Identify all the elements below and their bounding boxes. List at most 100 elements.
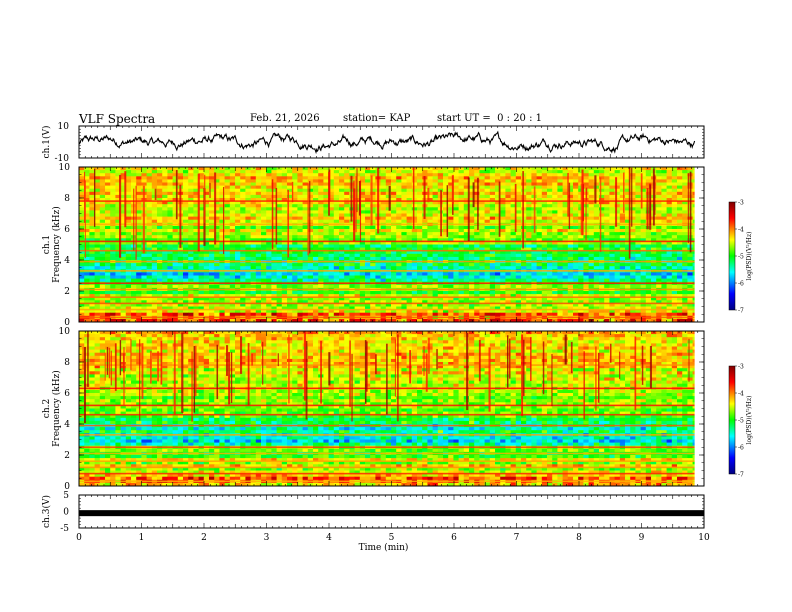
- spectrogram-cell: [495, 185, 501, 190]
- spectrogram-cell: [84, 191, 90, 196]
- spectrogram-cell: [505, 176, 511, 180]
- spectrogram-cell: [495, 232, 501, 236]
- spectrogram-cell: [235, 185, 241, 190]
- spectrogram-cell: [443, 191, 449, 196]
- spectrogram-cell: [510, 256, 517, 261]
- spectrogram-cell: [370, 284, 376, 289]
- spectrogram-cell: [84, 232, 90, 236]
- spectrogram-cell: [567, 182, 574, 186]
- spectrogram-cell: [203, 266, 210, 270]
- spectrogram-cell: [682, 198, 688, 202]
- spectrogram-cell: [89, 266, 95, 270]
- spectrogram-cell: [484, 263, 491, 267]
- spectrogram-cell: [240, 247, 246, 252]
- spectrogram-cell: [255, 225, 262, 230]
- spectrogram-cell: [536, 266, 543, 270]
- spectrogram-cell: [339, 232, 345, 236]
- spectrogram-cell: [671, 188, 678, 193]
- spectrogram-cell: [79, 238, 85, 242]
- spectrogram-cell: [339, 176, 345, 180]
- spectrogram-cell: [162, 247, 168, 252]
- spectrogram-cell: [552, 179, 558, 183]
- spectrogram-cell: [344, 191, 350, 196]
- spectrogram-cell: [89, 232, 95, 236]
- spectrogram-cell: [344, 179, 350, 183]
- spectrogram-cell: [162, 191, 168, 196]
- spectrogram-cell: [625, 250, 631, 255]
- spectrogram-cell: [89, 244, 95, 248]
- spectrogram-cell: [276, 182, 283, 186]
- spectrogram-cell: [193, 272, 199, 276]
- spectrogram-cell: [453, 225, 459, 230]
- spectrogram-cell: [287, 204, 293, 208]
- spectrogram-cell: [547, 213, 553, 217]
- spectrogram-cell: [505, 216, 511, 221]
- spectrogram-cell: [541, 256, 548, 261]
- spectrogram-cell: [157, 225, 163, 230]
- spectrogram-cell: [552, 219, 558, 224]
- spectrogram-cell: [567, 229, 574, 233]
- spectrogram-cell: [370, 173, 376, 177]
- spectrogram-cell: [313, 210, 319, 214]
- spectrogram-cell: [209, 188, 215, 193]
- spectrogram-cell: [661, 256, 667, 261]
- spectrogram-cell: [287, 188, 293, 193]
- spectrogram-cell: [391, 204, 397, 208]
- spectrogram-cell: [677, 188, 683, 193]
- spectrogram-cell: [365, 167, 371, 171]
- spectrogram-cell: [297, 250, 303, 255]
- spectrogram-cell: [365, 241, 371, 245]
- spectrogram-cell: [463, 182, 470, 186]
- spectrogram-cell: [94, 232, 101, 236]
- spectrogram-cell: [411, 272, 418, 276]
- spectrogram-cell: [240, 173, 246, 177]
- spectrogram-cell: [99, 238, 106, 242]
- spectrogram-cell: [651, 238, 657, 242]
- spectrogram-cell: [448, 250, 454, 255]
- spectrogram-cell: [292, 278, 298, 283]
- spectrogram-cell: [125, 256, 132, 261]
- spectrogram-cell: [276, 201, 283, 205]
- spectrogram-cell: [578, 278, 584, 283]
- spectrogram-cell: [188, 207, 194, 211]
- spectrogram-cell: [640, 241, 647, 245]
- spectrogram-cell: [313, 198, 319, 202]
- spectrogram-cell: [614, 263, 621, 267]
- spectrogram-cell: [593, 238, 600, 242]
- spectrogram-cell: [79, 204, 85, 208]
- spectrogram-cell: [167, 176, 173, 180]
- spectrogram-cell: [151, 244, 158, 248]
- spectrogram-cell: [562, 173, 569, 177]
- spectrogram-cell: [489, 253, 496, 258]
- spectrogram-cell: [281, 225, 288, 230]
- spectrogram-cell: [79, 201, 85, 205]
- spectrogram-cell: [432, 278, 439, 283]
- spectrogram-cell: [562, 229, 569, 233]
- spectrogram-cell: [94, 210, 101, 214]
- spectrogram-cell: [313, 185, 319, 190]
- spectrogram-cell: [365, 232, 371, 236]
- spectrogram-cell: [427, 272, 433, 276]
- spectrogram-cell: [84, 213, 90, 217]
- spectrogram-cell: [489, 256, 496, 261]
- spectrogram-cell: [625, 244, 631, 248]
- spectrogram-cell: [583, 256, 589, 261]
- spectrogram-cell: [302, 272, 309, 276]
- spectrogram-cell: [151, 213, 158, 217]
- spectrogram-cell: [562, 210, 569, 214]
- spectrogram-cell: [614, 207, 621, 211]
- spectrogram-cell: [188, 170, 194, 174]
- spectrogram-cell: [313, 213, 319, 217]
- spectrogram-cell: [157, 229, 163, 233]
- spectrogram-cell: [255, 194, 262, 199]
- spectrogram-cell: [422, 266, 428, 270]
- spectrogram-cell: [235, 188, 241, 193]
- spectrogram-cell: [224, 229, 231, 233]
- spectrogram-cell: [167, 216, 173, 221]
- spectrogram-cell: [526, 210, 532, 214]
- spectrogram-cell: [380, 256, 387, 261]
- spectrogram-cell: [469, 229, 475, 233]
- spectrogram-cell: [339, 225, 345, 230]
- spectrogram-cell: [573, 219, 579, 224]
- spectrogram-cell: [255, 272, 262, 276]
